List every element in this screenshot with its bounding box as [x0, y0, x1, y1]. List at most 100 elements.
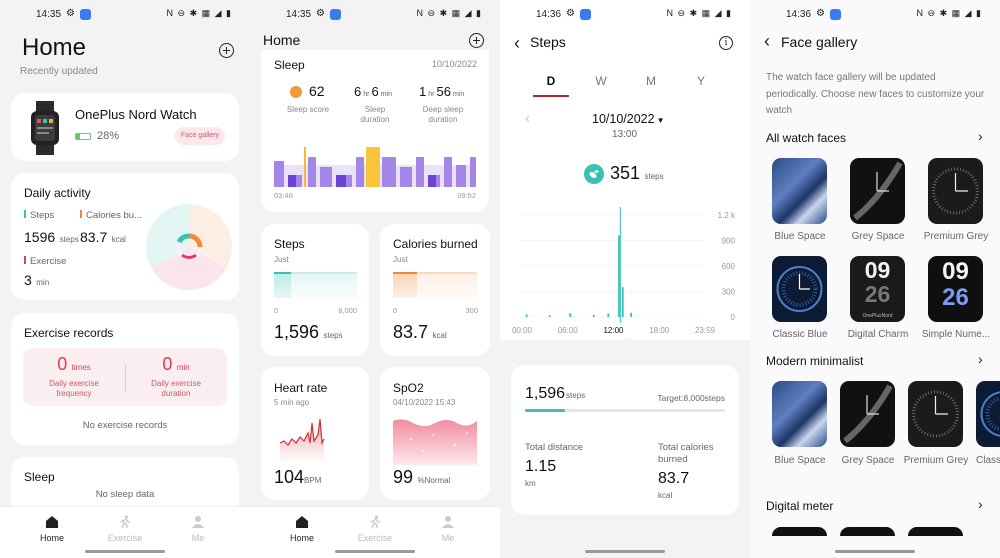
heart-rate-updated: 5 min ago: [274, 398, 310, 407]
watch-face-thumb[interactable]: [772, 381, 827, 447]
gesture-bar: [335, 550, 415, 553]
spo2-card[interactable]: SpO2 04/10/2022 15:43 99 %Normal: [380, 367, 490, 500]
calories-label: Calories bu...: [86, 210, 142, 221]
total-calories-label: Total calories burned: [658, 442, 714, 465]
duration-value-group: 0 min: [125, 354, 227, 375]
gear-icon: ⚙: [816, 8, 825, 19]
exercise-records-card[interactable]: Exercise records 0 times Daily exercise …: [11, 313, 239, 445]
steps-value: 1596: [24, 229, 56, 245]
no-sleep-data: No sleep data: [95, 489, 155, 500]
watch-face-thumb[interactable]: [908, 381, 963, 447]
device-card[interactable]: OnePlus Nord Watch 28% Face gallery: [11, 93, 239, 161]
app-notification-icon: [830, 9, 841, 20]
spo2-title: SpO2: [393, 381, 424, 395]
back-chevron-icon[interactable]: ‹: [514, 33, 520, 53]
numeric-hour: 09: [942, 258, 969, 285]
prev-date-chevron-icon[interactable]: ‹: [525, 110, 531, 127]
watch-face-label: Blue Space: [774, 455, 826, 466]
distance-value: 1.15: [525, 458, 557, 475]
gesture-bar: [85, 550, 165, 553]
nav-home[interactable]: Home: [277, 515, 327, 543]
bottom-nav: Home Exercise Me: [250, 506, 500, 558]
nav-home-label: Home: [289, 533, 314, 543]
nav-exercise[interactable]: Exercise: [350, 515, 400, 543]
steps-progress-track: [274, 272, 357, 298]
steps-updated: Just: [274, 255, 289, 264]
section-minimalist-chevron-icon[interactable]: ›: [978, 351, 983, 367]
nav-me[interactable]: Me: [173, 515, 223, 543]
person-icon: [442, 516, 454, 528]
heart-rate-card[interactable]: Heart rate 5 min ago 104BPM: [261, 367, 369, 500]
back-chevron-icon[interactable]: ‹: [764, 31, 770, 51]
period-tab-indicator: [533, 95, 569, 97]
watch-face-thumb[interactable]: [772, 256, 827, 322]
info-icon[interactable]: i: [719, 36, 733, 50]
gear-icon: ⚙: [66, 8, 75, 19]
sleep-card[interactable]: Sleep 10/10/2022 62 Sleep score 6 hr 6 min …: [261, 50, 489, 212]
watch-face-thumb[interactable]: [840, 381, 895, 447]
tab-d[interactable]: D: [546, 74, 556, 88]
hr-unit: hr: [428, 91, 435, 98]
watch-face-thumb[interactable]: [850, 158, 905, 224]
home-screen-2: 14:35 ⚙ N ⊖ ✱ ▦ ◢ ▮ Home Sleep 10/10/202…: [250, 0, 500, 558]
exercise-records-title: Exercise records: [24, 326, 114, 340]
duration-unit: min: [176, 363, 190, 372]
step-bar: [569, 313, 572, 317]
daily-activity-card[interactable]: Daily activity Steps Calories bu... 1596…: [11, 173, 239, 300]
face-gallery-button[interactable]: Face gallery: [175, 127, 225, 145]
sleep-start-time: 03:46: [274, 191, 293, 200]
status-bar: 14:35 ⚙ N ⊖ ✱ ▦ ◢ ▮: [0, 0, 250, 30]
steps-value-group: 1596 steps: [24, 229, 79, 247]
deep-sleep-minutes: 56: [436, 84, 451, 99]
watch-face-thumb[interactable]: [772, 527, 827, 537]
section-all-faces-chevron-icon[interactable]: ›: [978, 128, 983, 144]
gear-icon: ⚙: [566, 8, 575, 19]
sleep-duration-minutes: 6: [371, 84, 379, 99]
step-bar: [607, 313, 610, 317]
watch-face-thumb[interactable]: 09 26 OnePlusNord: [850, 256, 905, 322]
section-digital-meter-chevron-icon[interactable]: ›: [978, 496, 983, 512]
status-time: 14:35: [286, 9, 312, 20]
watch-face-thumb[interactable]: [840, 527, 895, 537]
steps-card[interactable]: Steps Just 0 8,000 1,596 steps: [261, 224, 369, 356]
gear-icon: ⚙: [316, 8, 325, 19]
heart-rate-unit: BPM: [304, 476, 322, 485]
x-tick-label: 23:59: [695, 326, 716, 335]
y-tick-label: 900: [722, 237, 736, 246]
watch-face-thumb[interactable]: [772, 158, 827, 224]
y-tick-label: 600: [722, 262, 736, 271]
calories-max: 300: [465, 306, 478, 315]
calories-card[interactable]: Calories burned Just 0 300 83.7 kcal: [380, 224, 490, 356]
date-selector[interactable]: 10/10/2022 ▼: [592, 112, 664, 126]
gesture-bar: [835, 550, 915, 553]
tab-y[interactable]: Y: [696, 74, 705, 88]
watch-face-thumb[interactable]: [976, 381, 1000, 447]
page-title: Home: [263, 32, 301, 48]
step-bar: [630, 312, 633, 317]
nav-me[interactable]: Me: [423, 515, 473, 543]
tab-m[interactable]: M: [646, 74, 656, 88]
calories-unit: kcal: [432, 331, 447, 340]
steps-unit: steps: [59, 235, 79, 244]
watch-face-thumb[interactable]: [928, 158, 983, 224]
spo2-value-group: 99 %Normal: [393, 467, 450, 488]
chart-handle[interactable]: [620, 338, 636, 354]
exercise-label: Exercise: [30, 256, 67, 267]
frequency-value-group: 0 times: [23, 354, 125, 375]
nav-home[interactable]: Home: [27, 515, 77, 543]
add-icon[interactable]: [219, 43, 234, 58]
nav-exercise-label: Exercise: [107, 533, 143, 543]
sleep-date: 10/10/2022: [431, 59, 477, 69]
spo2-chart: [393, 419, 477, 465]
summary-progress-fill: [525, 409, 565, 412]
sleep-duration-label: Sleep duration: [360, 105, 390, 124]
watch-face-thumb[interactable]: [908, 527, 963, 537]
status-icons: N ⊖ ✱ ▦ ◢ ▮: [166, 8, 232, 18]
daily-activity-title: Daily activity: [24, 186, 91, 200]
watch-face-thumb[interactable]: 09 26: [928, 256, 983, 322]
watch-face-label: Classic Blue: [772, 329, 828, 340]
add-icon[interactable]: [469, 33, 484, 48]
tab-w[interactable]: W: [595, 74, 607, 88]
nav-exercise[interactable]: Exercise: [100, 515, 150, 543]
step-bar: [592, 314, 595, 317]
